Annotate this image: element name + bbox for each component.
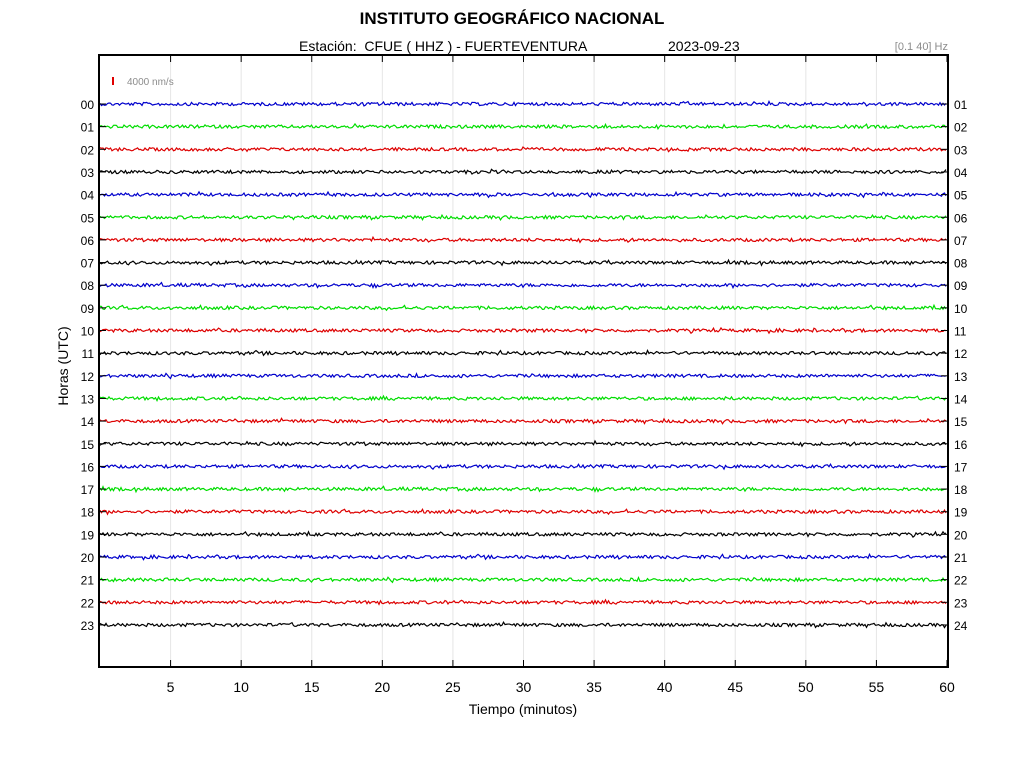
y-label-left-09: 09 xyxy=(81,302,95,316)
trace-hour-14 xyxy=(99,417,947,425)
y-label-right-19: 19 xyxy=(954,506,968,520)
x-tick-label-15: 15 xyxy=(304,679,320,695)
y-label-left-01: 01 xyxy=(81,121,95,135)
trace-hour-17 xyxy=(99,485,947,494)
grid-lines xyxy=(170,56,877,666)
trace-hour-01 xyxy=(99,122,947,130)
y-label-left-12: 12 xyxy=(81,370,95,384)
trace-hour-05 xyxy=(99,213,947,222)
x-tick-label-35: 35 xyxy=(586,679,602,695)
y-label-left-17: 17 xyxy=(81,483,95,497)
trace-hour-06 xyxy=(99,235,947,244)
trace-hour-20 xyxy=(99,552,947,561)
y-label-left-08: 08 xyxy=(81,279,95,293)
x-tick-label-40: 40 xyxy=(657,679,673,695)
axis-ticks xyxy=(100,56,948,666)
y-label-right-24: 24 xyxy=(954,619,968,633)
y-label-right-17: 17 xyxy=(954,460,968,474)
x-tick-label-60: 60 xyxy=(939,679,955,695)
trace-hour-04 xyxy=(99,190,947,199)
y-label-left-11: 11 xyxy=(82,347,95,361)
y-label-right-03: 03 xyxy=(954,143,968,157)
y-label-left-05: 05 xyxy=(81,211,95,225)
y-label-left-14: 14 xyxy=(81,415,95,429)
trace-hour-03 xyxy=(99,168,947,175)
y-label-left-03: 03 xyxy=(81,166,95,180)
x-tick-label-25: 25 xyxy=(445,679,461,695)
y-label-right-05: 05 xyxy=(954,189,968,203)
y-label-right-15: 15 xyxy=(954,415,968,429)
y-label-left-21: 21 xyxy=(81,574,95,588)
y-label-left-02: 02 xyxy=(81,143,95,157)
y-label-right-10: 10 xyxy=(954,302,968,316)
x-tick-label-10: 10 xyxy=(233,679,249,695)
y-label-right-14: 14 xyxy=(954,392,968,406)
y-label-right-23: 23 xyxy=(954,596,968,610)
x-tick-label-5: 5 xyxy=(167,679,175,695)
y-label-left-16: 16 xyxy=(81,460,95,474)
y-label-right-09: 09 xyxy=(954,279,968,293)
trace-hour-00 xyxy=(99,99,947,107)
chart-title: INSTITUTO GEOGRÁFICO NACIONAL xyxy=(359,9,665,28)
y-label-left-10: 10 xyxy=(81,325,95,339)
x-tick-label-50: 50 xyxy=(798,679,814,695)
y-label-right-22: 22 xyxy=(954,574,968,588)
x-tick-label-55: 55 xyxy=(869,679,885,695)
y-label-right-08: 08 xyxy=(954,257,968,271)
y-label-right-06: 06 xyxy=(954,211,968,225)
y-label-left-13: 13 xyxy=(81,392,95,406)
y-axis-label: Horas (UTC) xyxy=(55,326,71,405)
trace-hour-18 xyxy=(99,507,947,516)
y-label-left-00: 00 xyxy=(81,98,95,112)
trace-hour-21 xyxy=(99,575,947,584)
y-label-right-01: 01 xyxy=(954,98,968,112)
x-tick-label-30: 30 xyxy=(516,679,532,695)
trace-hour-11 xyxy=(99,349,947,357)
y-label-right-18: 18 xyxy=(954,483,968,497)
y-label-right-21: 21 xyxy=(954,551,968,565)
y-label-left-23: 23 xyxy=(81,619,95,633)
y-label-right-13: 13 xyxy=(954,370,968,384)
trace-hour-08 xyxy=(99,281,947,290)
trace-hour-12 xyxy=(99,372,947,380)
seismic-traces xyxy=(99,99,947,629)
trace-hour-07 xyxy=(99,258,947,267)
y-label-left-04: 04 xyxy=(81,189,95,203)
scale-bar-mark xyxy=(112,77,114,85)
trace-hour-23 xyxy=(99,620,947,629)
filter-band-label: [0.1 40] Hz xyxy=(894,41,948,53)
x-tick-label-45: 45 xyxy=(727,679,743,695)
y-label-right-07: 07 xyxy=(954,234,968,248)
axis-labels: 5 10 15 20 25 30 35 40 45 50 55 60 00 01 01 02 02 03 03 04 0… xyxy=(81,98,968,695)
y-label-left-19: 19 xyxy=(81,528,95,542)
y-label-left-07: 07 xyxy=(81,257,95,271)
y-label-right-20: 20 xyxy=(954,528,968,542)
y-label-left-06: 06 xyxy=(81,234,95,248)
y-label-right-11: 11 xyxy=(954,325,967,339)
y-label-left-22: 22 xyxy=(81,596,95,610)
trace-hour-13 xyxy=(99,394,947,402)
trace-hour-09 xyxy=(99,303,947,312)
y-label-right-02: 02 xyxy=(954,121,968,135)
y-label-left-18: 18 xyxy=(81,506,95,520)
trace-hour-16 xyxy=(99,463,947,471)
y-label-left-20: 20 xyxy=(81,551,95,565)
trace-hour-02 xyxy=(99,146,947,153)
station-subtitle: Estación: CFUE ( HHZ ) - FUERTEVENTURA xyxy=(299,38,588,54)
x-tick-label-20: 20 xyxy=(375,679,391,695)
trace-hour-19 xyxy=(99,530,947,538)
y-label-left-15: 15 xyxy=(81,438,95,452)
trace-hour-22 xyxy=(99,598,947,606)
date-label: 2023-09-23 xyxy=(668,38,740,54)
scale-bar-label: 4000 nm/s xyxy=(127,77,174,88)
x-axis-label: Tiempo (minutos) xyxy=(469,701,577,717)
trace-hour-10 xyxy=(99,326,947,335)
y-label-right-12: 12 xyxy=(954,347,968,361)
trace-hour-15 xyxy=(99,439,947,448)
plot-frame xyxy=(98,54,949,668)
y-label-right-16: 16 xyxy=(954,438,968,452)
y-label-right-04: 04 xyxy=(954,166,968,180)
